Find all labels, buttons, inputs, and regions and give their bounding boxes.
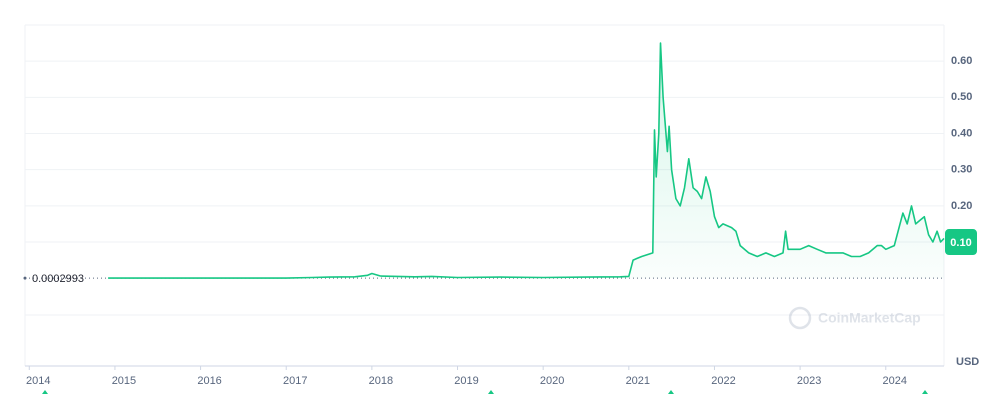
watermark: CoinMarketCap (788, 306, 921, 330)
start-price-dot (23, 276, 27, 280)
y-tick-label: 0.60 (951, 55, 972, 67)
x-tick-label: 2020 (540, 375, 564, 387)
watermark-text: CoinMarketCap (818, 310, 921, 326)
currency-label: USD (956, 356, 979, 368)
x-tick-label: 2021 (626, 375, 650, 387)
x-tick-label: 2017 (283, 375, 307, 387)
x-tick-label: 2022 (711, 375, 735, 387)
start-price-label: 0.0002993 (32, 273, 84, 285)
price-line (108, 42, 945, 279)
event-markers (42, 390, 928, 394)
x-tick-label: 2023 (797, 375, 821, 387)
x-tick-label: 2024 (883, 375, 907, 387)
y-tick-label: 0.40 (951, 127, 972, 139)
x-tick-label: 2016 (197, 375, 221, 387)
current-price-label: 0.10 (950, 237, 971, 249)
price-area (108, 43, 945, 279)
event-marker (42, 390, 48, 394)
event-marker (922, 390, 928, 394)
y-tick-label: 0.30 (951, 164, 972, 176)
x-tick-label: 2019 (454, 375, 478, 387)
x-tick-label: 2018 (369, 375, 393, 387)
y-tick-label: 0.20 (951, 200, 972, 212)
event-marker (488, 390, 494, 394)
y-tick-label: 0.50 (951, 91, 972, 103)
x-tick-label: 2014 (26, 375, 50, 387)
watermark-logo (788, 306, 812, 330)
event-marker (668, 390, 674, 394)
current-price-badge (945, 229, 977, 256)
x-tick-label: 2015 (112, 375, 136, 387)
